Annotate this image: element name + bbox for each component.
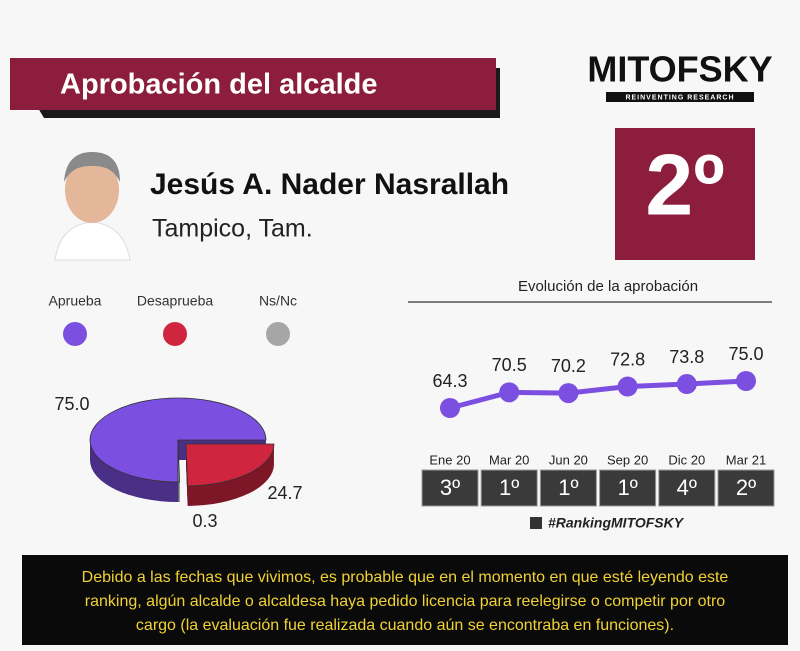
- pie-slice: [177, 439, 181, 483]
- approval-label: 70.2: [551, 356, 586, 376]
- approval-label: 72.8: [610, 349, 645, 369]
- candidate-city: Tampico, Tam.: [152, 215, 313, 243]
- ranking: 1º: [499, 475, 519, 500]
- approval-point: [676, 374, 697, 395]
- legend-label: Aprueba: [49, 293, 102, 309]
- ranking-box: [717, 469, 775, 507]
- logo-tagline: REINVENTING RESEARCH: [625, 94, 734, 101]
- ranking-box: [658, 469, 716, 507]
- ranking-box: [599, 469, 657, 507]
- pie-slice: [185, 443, 275, 487]
- approval-point: [617, 376, 638, 397]
- ranking: 2º: [736, 475, 756, 500]
- pie-value-label: 24.7: [267, 483, 302, 503]
- approval-label: 70.5: [492, 355, 527, 375]
- ranking: 3º: [440, 475, 460, 500]
- logo-tagline-bar: [606, 92, 754, 102]
- ranking-box: [480, 469, 538, 507]
- hashtag: #RankingMITOFSKY: [548, 515, 685, 531]
- logo-name: MITOFSKY: [587, 49, 772, 90]
- approval-label: 75.0: [728, 344, 763, 364]
- approval-point: [558, 383, 579, 404]
- title: Aprobación del alcalde: [60, 69, 377, 101]
- approval-point: [736, 371, 756, 391]
- legend-label: Desaprueba: [137, 293, 213, 309]
- ranking-box: [421, 469, 479, 507]
- note-line: cargo (la evaluación fue realizada cuand…: [136, 617, 674, 634]
- note-line: ranking, algún alcalde o alcaldesa haya …: [85, 593, 725, 610]
- period-label: Mar 21: [726, 452, 766, 467]
- period-label: Ene 20: [429, 452, 470, 467]
- ranking-box: [539, 469, 597, 507]
- line-chart-title: Evolución de la aprobación: [518, 278, 698, 295]
- period-label: Jun 20: [549, 452, 588, 467]
- ranking: 1º: [558, 475, 578, 500]
- rank-box: [615, 128, 755, 260]
- candidate-name: Jesús A. Nader Nasrallah: [150, 168, 509, 201]
- hashtag-square: [530, 517, 542, 529]
- legend-dot: [163, 322, 187, 346]
- approval-point: [440, 398, 460, 418]
- note-line: Debido a las fechas que vivimos, es prob…: [82, 569, 729, 586]
- photo: [54, 152, 131, 261]
- note-box: [22, 555, 788, 645]
- note: Debido a las fechas que vivimos, es prob…: [82, 569, 729, 634]
- approval-label: 73.8: [669, 347, 704, 367]
- rank: 2º: [645, 138, 724, 234]
- period-label: Mar 20: [489, 452, 529, 467]
- pie-value-label: 75.0: [54, 394, 89, 414]
- ranking: 1º: [617, 475, 637, 500]
- period-label: Sep 20: [607, 452, 648, 467]
- ranking: 4º: [677, 475, 697, 500]
- approval-label: 64.3: [432, 371, 467, 391]
- approval-point: [499, 382, 520, 403]
- banner: [10, 58, 496, 110]
- legend-dot: [266, 322, 290, 346]
- period-label: Dic 20: [668, 452, 705, 467]
- legend-dot: [63, 322, 87, 346]
- pie-value-label: 0.3: [192, 511, 217, 531]
- legend-label: Ns/Nc: [259, 293, 297, 309]
